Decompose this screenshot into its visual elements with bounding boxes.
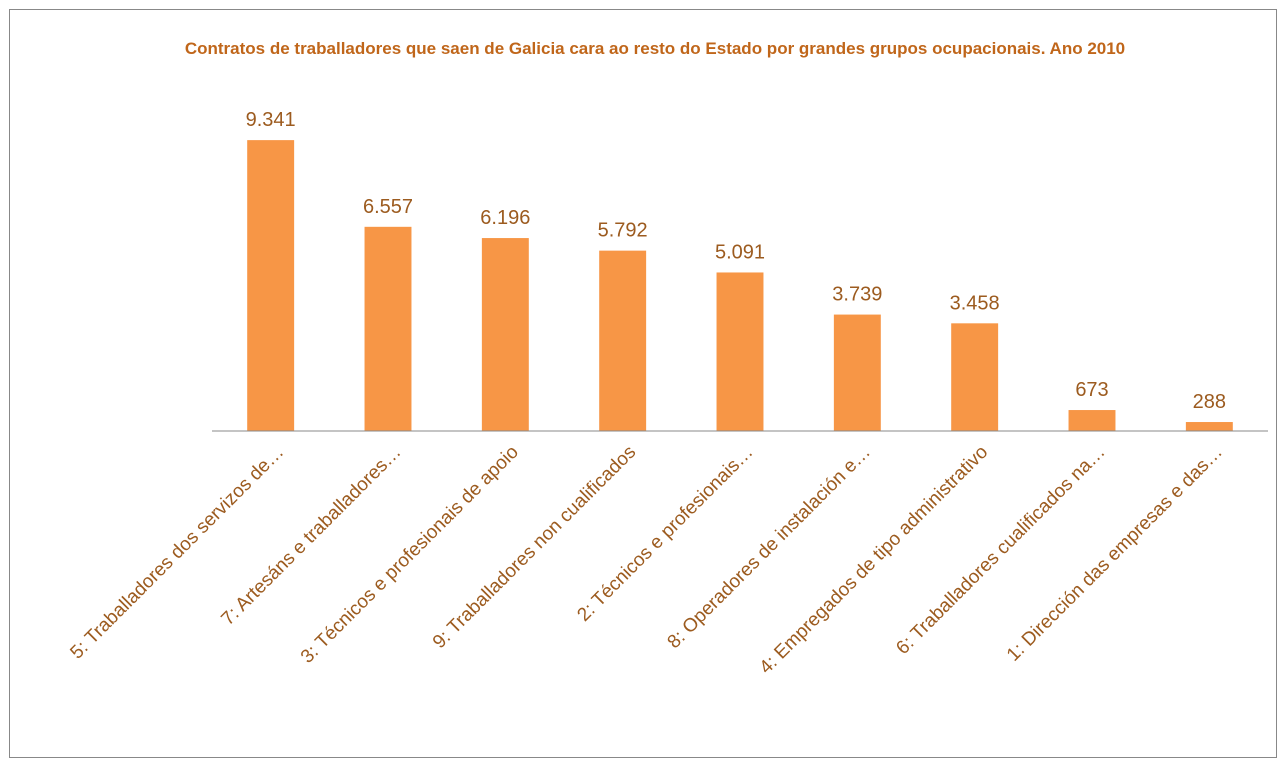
chart-title: Contratos de traballadores que saen de G…: [184, 39, 1126, 58]
bar: [1185, 422, 1233, 431]
value-label: 3.458: [950, 292, 1000, 314]
value-label: 6.557: [363, 196, 413, 218]
bar: [247, 140, 295, 431]
value-label: 5.091: [715, 241, 765, 263]
bar: [1068, 410, 1116, 431]
bar: [833, 314, 881, 431]
bar: [599, 250, 647, 431]
bar: [951, 323, 999, 431]
x-tick-label: 1: Dirección das empresas e das…: [1003, 442, 1227, 666]
bar: [364, 226, 412, 431]
x-tick-label: 9: Traballadores non cualificados: [429, 442, 640, 653]
bar: [716, 272, 764, 431]
value-label: 9.341: [246, 109, 296, 131]
chart-frame: [9, 9, 1277, 758]
value-label: 3.739: [832, 284, 882, 306]
value-label: 673: [1075, 379, 1108, 401]
x-tick-label: 5: Traballadores dos servizos de…: [66, 442, 288, 664]
value-label: 5.792: [598, 220, 648, 242]
bar: [481, 238, 529, 431]
x-tick-label: 4: Empregados de tipo administrativo: [756, 442, 993, 679]
value-label: 6.196: [480, 207, 530, 229]
value-label: 288: [1193, 391, 1226, 413]
x-tick-label: 3: Técnicos e profesionais de apoio: [297, 442, 523, 668]
x-tick-label: 6: Traballadores cualificados na…: [892, 442, 1109, 659]
x-tick-label: 8: Operadores de instalación e…: [664, 442, 875, 653]
